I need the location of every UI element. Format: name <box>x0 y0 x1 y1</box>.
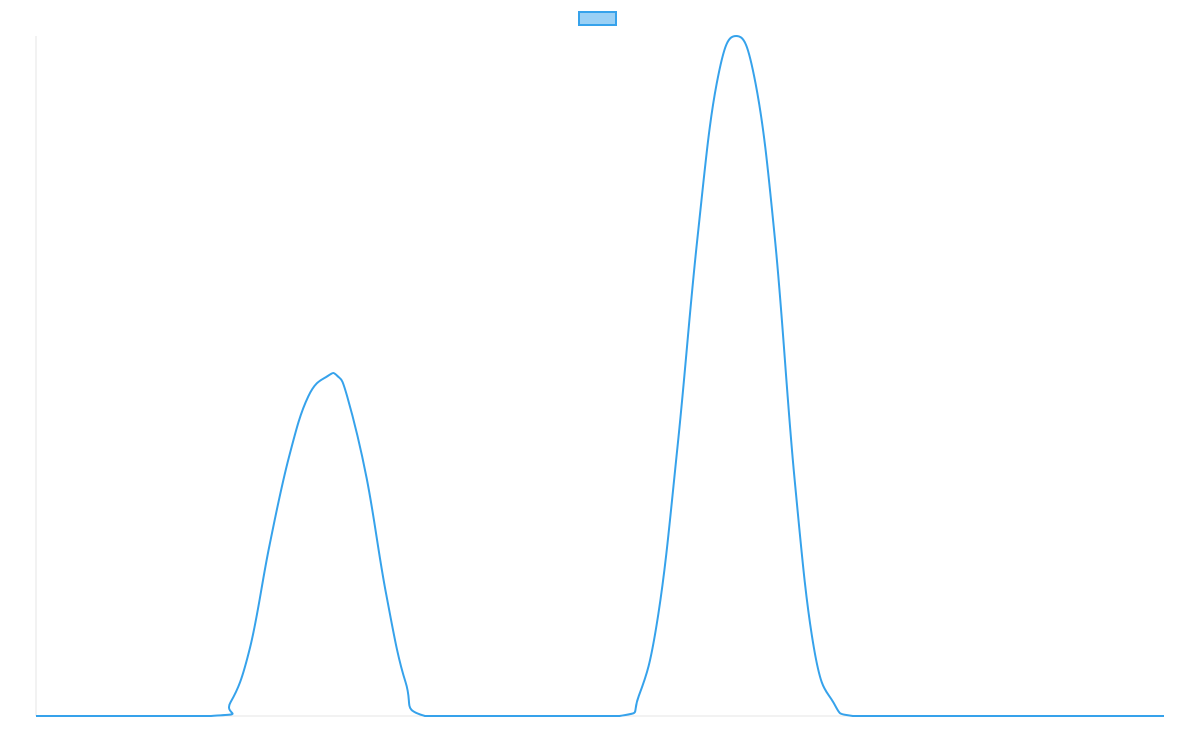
legend-swatch <box>577 10 617 26</box>
legend-item[interactable] <box>577 10 623 26</box>
legend <box>0 9 1200 27</box>
series-line <box>36 35 1164 718</box>
